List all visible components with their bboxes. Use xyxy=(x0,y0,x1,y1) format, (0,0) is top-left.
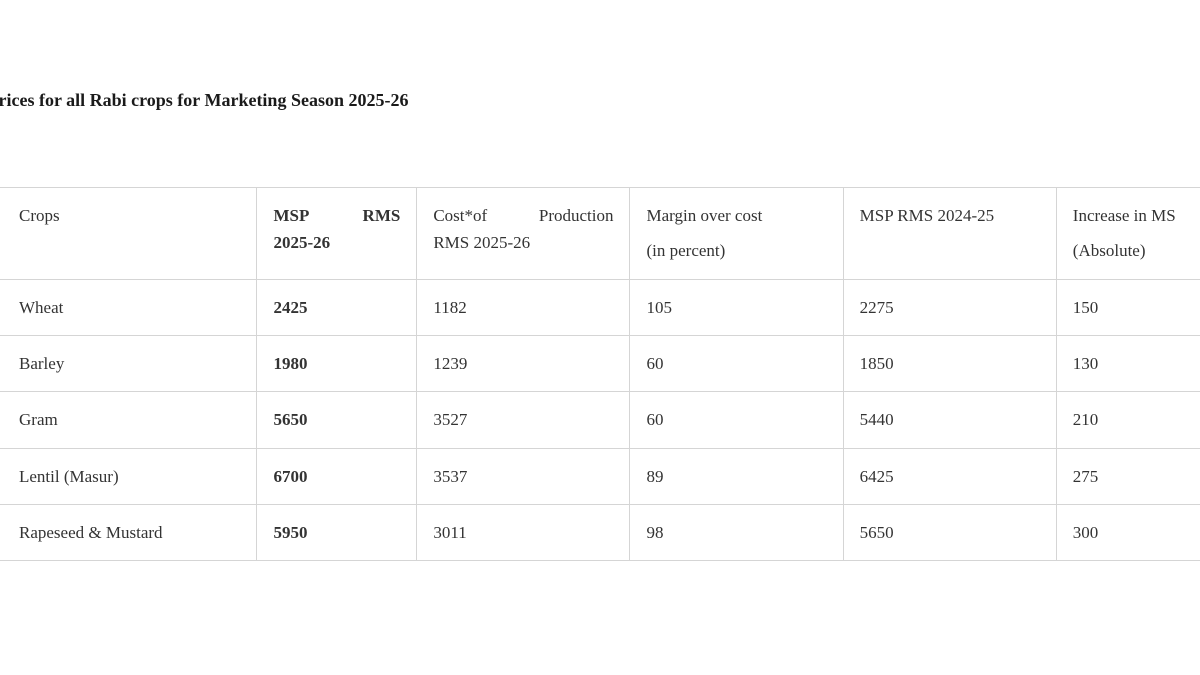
col-header-increase-line2: (Absolute) xyxy=(1073,237,1200,264)
cell-cost: 1239 xyxy=(417,336,630,392)
cell-crop: Barley xyxy=(0,336,257,392)
cell-crop: Rapeseed & Mustard xyxy=(0,504,257,560)
page-title: port Prices for all Rabi crops for Marke… xyxy=(0,90,1200,111)
col-header-increase-line1: Increase in MS xyxy=(1073,206,1176,225)
col-header-prev: MSP RMS 2024-25 xyxy=(843,188,1056,280)
table-row: Barley 1980 1239 60 1850 130 xyxy=(0,336,1200,392)
table-row: Rapeseed & Mustard 5950 3011 98 5650 300 xyxy=(0,504,1200,560)
cell-cost: 3537 xyxy=(417,448,630,504)
col-header-crops: Crops xyxy=(0,188,257,280)
cell-increase: 150 xyxy=(1056,280,1200,336)
cell-prev: 1850 xyxy=(843,336,1056,392)
cell-msp: 5950 xyxy=(257,504,417,560)
table-row: Lentil (Masur) 6700 3537 89 6425 275 xyxy=(0,448,1200,504)
cell-msp: 6700 xyxy=(257,448,417,504)
cell-crop: Wheat xyxy=(0,280,257,336)
msp-table: Crops MSP RMS 2025-26 Cost*of Production… xyxy=(0,187,1200,561)
title-area: port Prices for all Rabi crops for Marke… xyxy=(0,90,1200,147)
col-header-cost: Cost*of Production RMS 2025-26 xyxy=(417,188,630,280)
col-header-cost-line2: RMS 2025-26 xyxy=(433,229,613,256)
cell-margin: 60 xyxy=(630,336,843,392)
cell-prev: 2275 xyxy=(843,280,1056,336)
cell-increase: 130 xyxy=(1056,336,1200,392)
col-header-increase: Increase in MS (Absolute) xyxy=(1056,188,1200,280)
cell-prev: 6425 xyxy=(843,448,1056,504)
cell-prev: 5440 xyxy=(843,392,1056,448)
cell-crop: Lentil (Masur) xyxy=(0,448,257,504)
table-header-row: Crops MSP RMS 2025-26 Cost*of Production… xyxy=(0,188,1200,280)
cell-margin: 98 xyxy=(630,504,843,560)
col-header-msp-line2: 2025-26 xyxy=(273,229,400,256)
cell-msp: 1980 xyxy=(257,336,417,392)
cell-margin: 89 xyxy=(630,448,843,504)
page-subtitle: ) xyxy=(0,129,1200,147)
table-row: Gram 5650 3527 60 5440 210 xyxy=(0,392,1200,448)
cell-increase: 300 xyxy=(1056,504,1200,560)
cell-increase: 275 xyxy=(1056,448,1200,504)
col-header-msp: MSP RMS 2025-26 xyxy=(257,188,417,280)
col-header-margin: Margin over cost (in percent) xyxy=(630,188,843,280)
cell-crop: Gram xyxy=(0,392,257,448)
table-body: Wheat 2425 1182 105 2275 150 Barley 1980… xyxy=(0,280,1200,561)
col-header-msp-line1: MSP RMS xyxy=(273,202,400,229)
cell-cost: 3527 xyxy=(417,392,630,448)
cell-cost: 1182 xyxy=(417,280,630,336)
cell-msp: 5650 xyxy=(257,392,417,448)
col-header-margin-line2: (in percent) xyxy=(646,237,826,264)
cell-msp: 2425 xyxy=(257,280,417,336)
col-header-cost-line1: Cost*of Production xyxy=(433,202,613,229)
cell-margin: 60 xyxy=(630,392,843,448)
col-header-margin-line1: Margin over cost xyxy=(646,206,762,225)
table-row: Wheat 2425 1182 105 2275 150 xyxy=(0,280,1200,336)
cell-cost: 3011 xyxy=(417,504,630,560)
cell-prev: 5650 xyxy=(843,504,1056,560)
cell-margin: 105 xyxy=(630,280,843,336)
cell-increase: 210 xyxy=(1056,392,1200,448)
